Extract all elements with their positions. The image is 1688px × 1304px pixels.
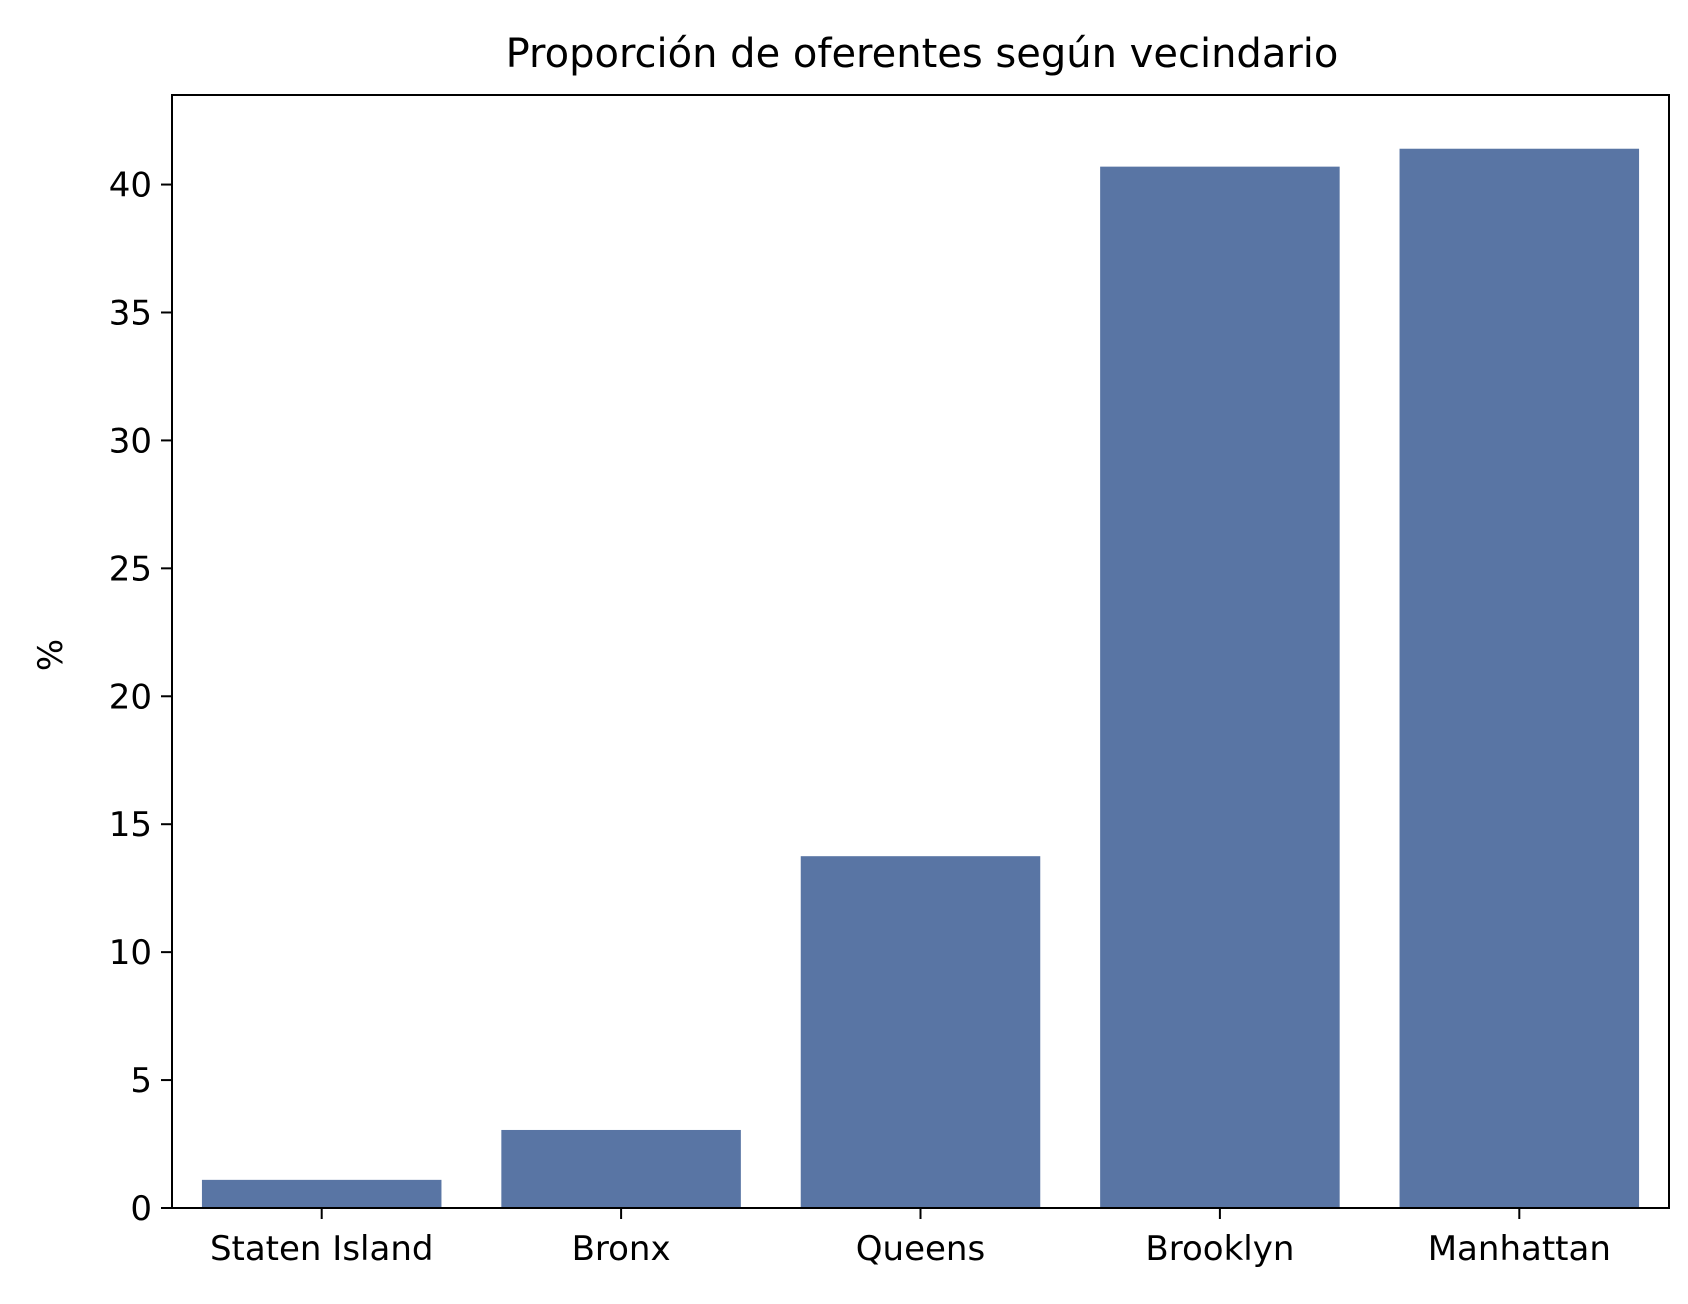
y-tick-label: 0: [130, 1189, 152, 1229]
x-tick-label: Queens: [856, 1229, 985, 1269]
x-tick-label: Staten Island: [210, 1229, 434, 1269]
plot-frame: [171, 94, 1670, 1209]
x-tick-label: Manhattan: [1428, 1229, 1611, 1269]
y-tick-label: 15: [109, 805, 152, 845]
bars-group: [201, 148, 1640, 1209]
y-axis-label: %: [31, 639, 71, 671]
bar-bronx: [501, 1129, 741, 1208]
bar-manhattan: [1399, 148, 1640, 1208]
bar-staten-island: [201, 1179, 442, 1208]
x-axis: Staten Island Bronx Queens Brooklyn Manhatta…: [210, 1208, 1611, 1269]
y-tick-label: 40: [109, 166, 152, 206]
x-tick-label: Brooklyn: [1145, 1229, 1294, 1269]
y-tick-label: 20: [109, 677, 152, 717]
bar-queens: [800, 856, 1041, 1208]
y-axis: 0 5 10 15 20 25 30 35 40: [109, 166, 172, 1229]
y-tick-label: 25: [109, 549, 152, 589]
y-tick-label: 30: [109, 421, 152, 461]
chart-title: Proporción de oferentes según vecindario: [506, 31, 1339, 77]
y-tick-label: 35: [109, 293, 152, 333]
y-tick-label: 10: [109, 933, 152, 973]
x-tick-label: Bronx: [572, 1229, 671, 1269]
y-tick-label: 5: [130, 1061, 152, 1101]
bar-brooklyn: [1100, 166, 1340, 1209]
